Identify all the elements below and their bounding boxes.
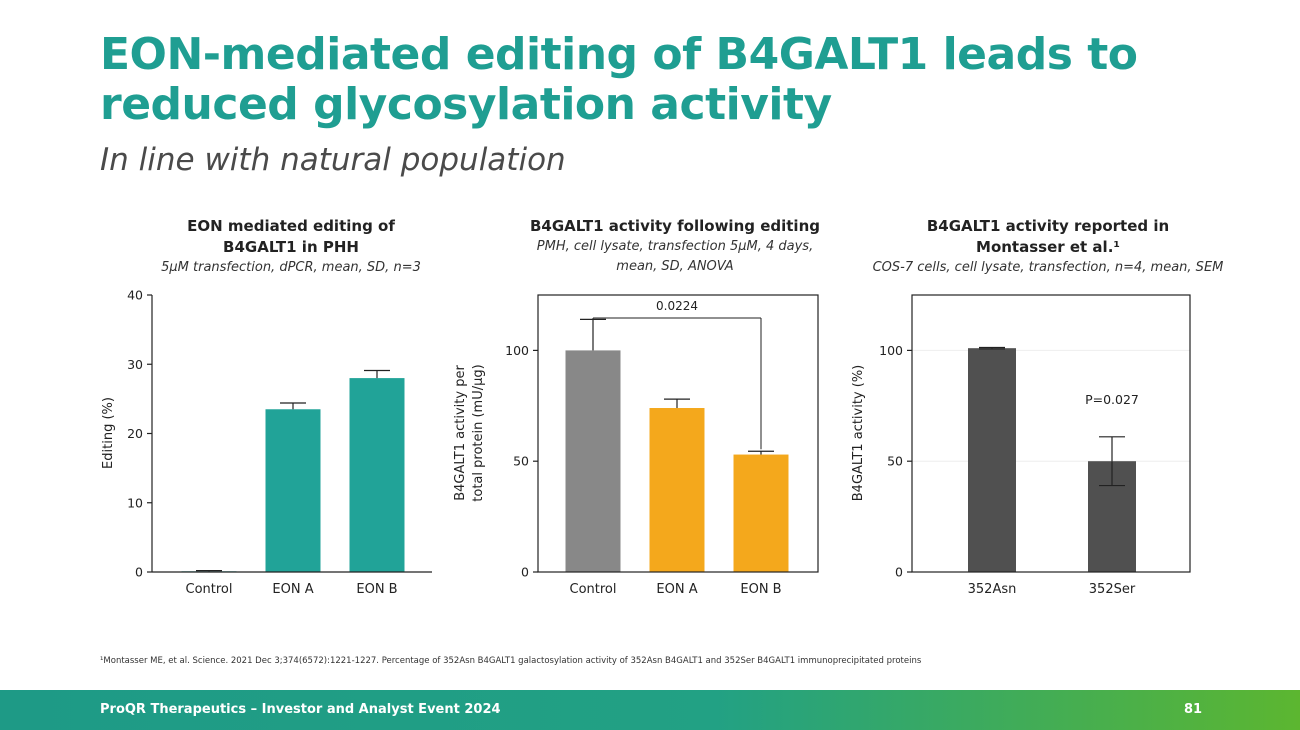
c2-bar-2	[733, 454, 789, 572]
page-number: 81	[1184, 702, 1203, 717]
c1-bar-2	[349, 378, 405, 572]
panel1-header: EON mediated editing of B4GALT1 in PHH 5…	[111, 216, 471, 278]
panel1-title-line2: B4GALT1 in PHH	[223, 238, 359, 256]
c3-category-label-0: 352Asn	[968, 582, 1017, 597]
c3-ylabel: B4GALT1 activity (%)	[851, 365, 866, 502]
panel2-subtitle-line1: PMH, cell lysate, transfection 5µM, 4 da…	[536, 239, 814, 254]
c2-ytick-label-2: 100	[505, 343, 529, 358]
c3-frame	[911, 294, 1191, 573]
c2-category-label-1: EON A	[656, 582, 697, 597]
c1-ytick-label-1: 10	[127, 495, 143, 510]
c3-category-label-1: 352Ser	[1089, 582, 1136, 597]
c2-ylabel-line2: total protein (mU/µg)	[471, 364, 486, 501]
c2-bar-1	[649, 408, 705, 572]
c2-ytick-label-0: 0	[521, 565, 529, 580]
c1-category-label-0: Control	[186, 582, 233, 597]
slide-subtitle: In line with natural population	[100, 142, 566, 178]
c1-ytick-label-4: 40	[127, 288, 143, 303]
panel2-subtitle-line2: mean, SD, ANOVA	[616, 259, 734, 274]
c1-category-label-1: EON A	[272, 582, 313, 597]
panel2-title: B4GALT1 activity following editing	[529, 217, 820, 235]
panel3-subtitle: COS-7 cells, cell lysate, transfection, …	[872, 260, 1224, 275]
slide-title: EON-mediated editing of B4GALT1 leads to…	[100, 29, 1138, 130]
c3-ytick-label-0: 0	[895, 565, 903, 580]
c2-ytick-label-1: 50	[513, 454, 529, 469]
c2-bar-0	[565, 350, 621, 572]
panel3-header: B4GALT1 activity reported in Montasser e…	[868, 216, 1228, 278]
panel1-subtitle: 5µM transfection, dPCR, mean, SD, n=3	[161, 260, 421, 275]
c2-category-label-2: EON B	[740, 582, 781, 597]
panel3-title-line1: B4GALT1 activity reported in	[926, 217, 1170, 235]
c1-ytick-label-0: 0	[135, 565, 143, 580]
footer-text: ProQR Therapeutics – Investor and Analys…	[100, 702, 501, 717]
panel1-title-line1: EON mediated editing of	[187, 217, 395, 235]
slide-title-line1: EON-mediated editing of B4GALT1 leads to	[100, 29, 1138, 80]
c1-category-label-2: EON B	[356, 582, 397, 597]
panel2-header: B4GALT1 activity following editing PMH, …	[495, 216, 855, 277]
c2-ylabel-line1: B4GALT1 activity per	[453, 365, 468, 501]
slide-title-line2: reduced glycosylation activity	[100, 79, 832, 130]
panel3-title-line2: Montasser et al.¹	[976, 238, 1120, 256]
footnote: ¹Montasser ME, et al. Science. 2021 Dec …	[100, 656, 922, 666]
c3-ytick-label-2: 100	[879, 343, 903, 358]
c3-bar-0	[968, 348, 1016, 572]
c1-bar-1	[265, 409, 321, 572]
c1-ytick-label-3: 30	[127, 357, 143, 372]
c2-category-label-0: Control	[570, 582, 617, 597]
footer-bar: ProQR Therapeutics – Investor and Analys…	[0, 690, 1300, 730]
c1-ylabel: Editing (%)	[101, 397, 116, 469]
c2-significance-pvalue: 0.0224	[656, 299, 698, 313]
charts-canvas: Control EON A EON B 0 10 20 30 40 Editing (%) Con…	[101, 288, 1191, 597]
c3-ytick-label-1: 50	[887, 454, 903, 469]
c3-pvalue-label: P=0.027	[1085, 392, 1139, 407]
c2-frame	[537, 294, 819, 573]
c1-ytick-label-2: 20	[127, 426, 143, 441]
